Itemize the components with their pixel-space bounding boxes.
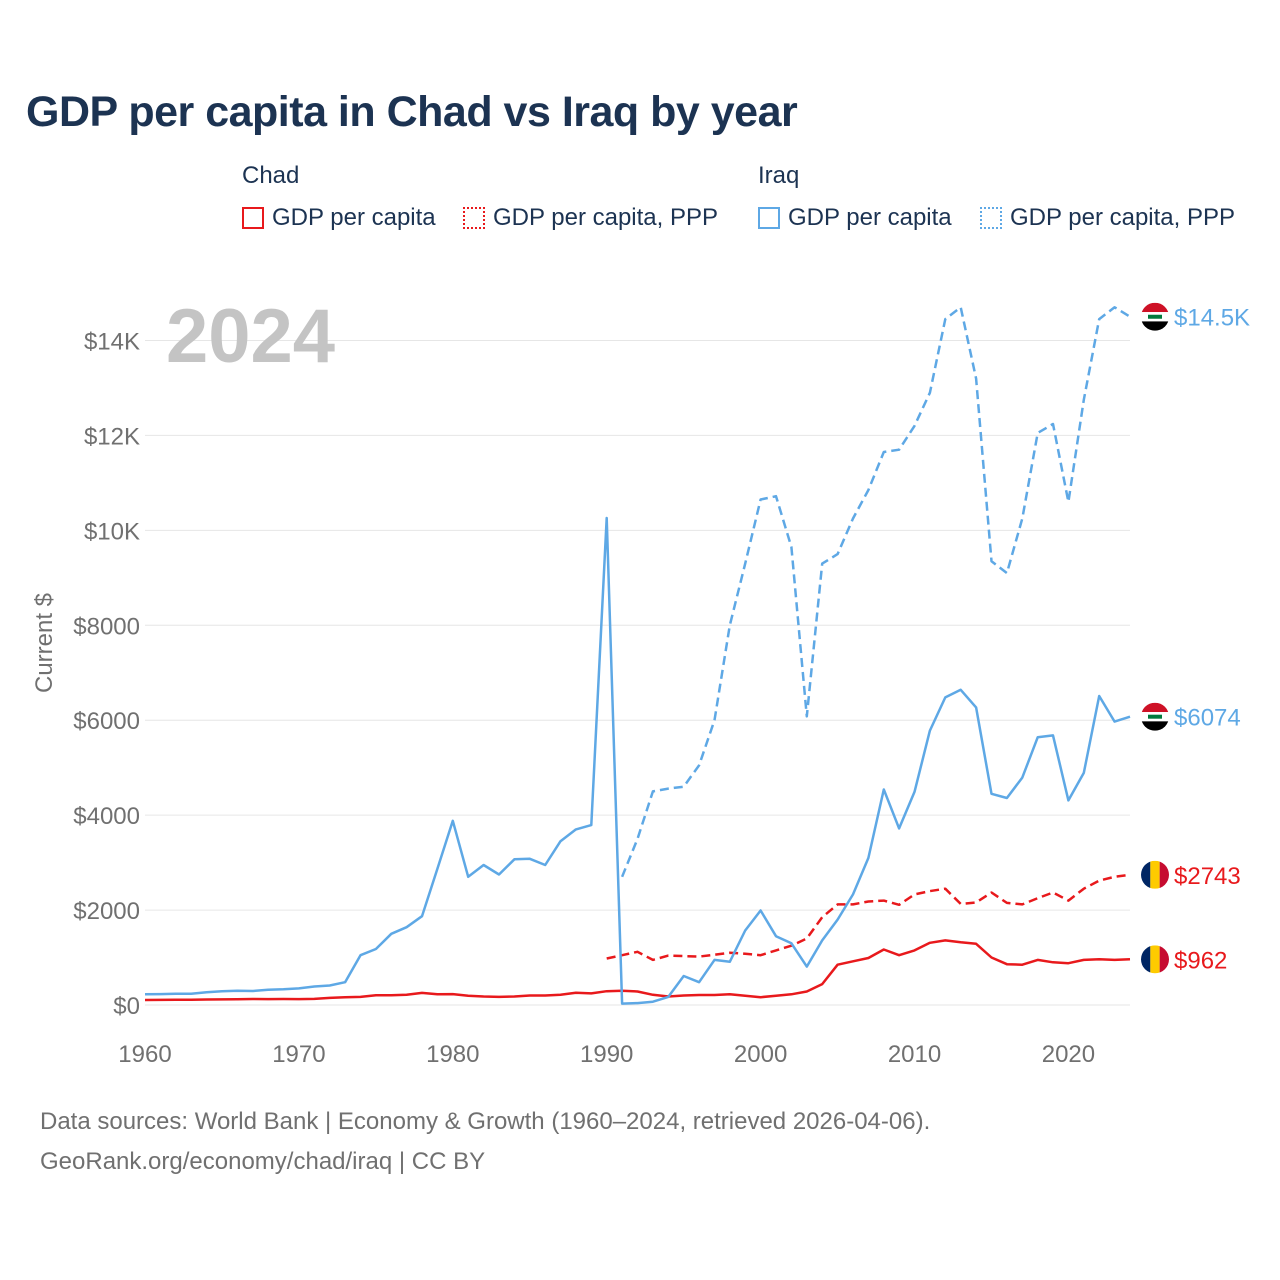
end-value-label: $6074 <box>1174 705 1241 732</box>
legend-item-label: GDP per capita <box>272 204 436 231</box>
x-tick-label: 1960 <box>118 1041 171 1068</box>
x-tick-label: 1990 <box>580 1041 633 1068</box>
end-value-label: $2743 <box>1174 863 1241 890</box>
series-end-labels: $962 $2743 $6074 $14.5K <box>1141 302 1250 974</box>
legend-swatch-solid-icon <box>242 207 264 229</box>
legend-item-chad-gdp-ppp[interactable]: GDP per capita, PPP <box>463 204 718 232</box>
legend-item-label: GDP per capita <box>788 204 952 231</box>
flag-stripes <box>1141 302 1169 331</box>
flag-emblem <box>1148 314 1162 319</box>
legend-swatch-solid-icon <box>758 207 780 229</box>
y-tick-label: $6000 <box>73 708 140 735</box>
chad-flag-icon <box>1141 860 1169 889</box>
flag-stripe <box>1141 945 1151 974</box>
x-axis: 1960 1970 1980 1990 2000 2010 2020 <box>118 1041 1095 1068</box>
flag-stripe <box>1141 302 1169 313</box>
flag-stripes <box>1141 945 1169 974</box>
flag-stripe <box>1141 321 1169 331</box>
legend-item-iraq-gdp-ppp[interactable]: GDP per capita, PPP <box>980 204 1235 232</box>
x-tick-label: 1970 <box>272 1041 325 1068</box>
y-tick-label: $10K <box>84 518 140 545</box>
series-lines <box>144 306 1131 1005</box>
y-tick-label: $4000 <box>73 803 140 830</box>
legend-swatch-dotted-icon <box>980 207 1002 229</box>
flag-stripe <box>1141 721 1169 731</box>
end-value-label: $962 <box>1174 947 1227 974</box>
x-tick-label: 2010 <box>888 1041 941 1068</box>
flag-stripe <box>1159 860 1169 889</box>
x-tick-label: 2000 <box>734 1041 787 1068</box>
legend-item-label: GDP per capita, PPP <box>1010 204 1235 231</box>
flag-stripe <box>1150 860 1160 889</box>
iraq-flag-icon <box>1141 302 1169 331</box>
source-line-1: Data sources: World Bank | Economy & Gro… <box>40 1108 931 1135</box>
legend-item-chad-gdp[interactable]: GDP per capita <box>242 204 436 232</box>
grid-lines <box>145 339 1130 1006</box>
legend-swatch-dotted-icon <box>463 207 485 229</box>
flag-stripe <box>1141 860 1151 889</box>
series-line-chad-solid <box>144 939 1131 1002</box>
end-value-label: $14.5K <box>1174 305 1250 332</box>
flag-stripe <box>1141 702 1169 713</box>
legend-item-label: GDP per capita, PPP <box>493 204 718 231</box>
y-axis: $0 $2000 $4000 $6000 $8000 $10K $12K $14K <box>73 328 140 1020</box>
flag-emblem <box>1148 714 1162 719</box>
legend-group-chad: Chad <box>242 162 300 189</box>
iraq-flag-icon <box>1141 702 1169 731</box>
year-watermark: 2024 <box>166 294 335 379</box>
chad-flag-icon <box>1141 945 1169 974</box>
chart-title: GDP per capita in Chad vs Iraq by year <box>26 88 798 136</box>
y-tick-label: $14K <box>84 328 140 355</box>
series-line-iraq-dashed <box>620 306 1131 878</box>
flag-stripes <box>1141 860 1169 889</box>
series-line-iraq-solid <box>144 516 1131 1005</box>
flag-stripes <box>1141 702 1169 731</box>
x-tick-label: 2020 <box>1042 1041 1095 1068</box>
legend-group-iraq: Iraq <box>758 162 800 189</box>
series-line-chad-dashed <box>606 873 1131 962</box>
flag-stripe <box>1150 945 1160 974</box>
y-tick-label: $8000 <box>73 613 140 640</box>
y-tick-label: $0 <box>113 993 140 1020</box>
x-tick-label: 1980 <box>426 1041 479 1068</box>
flag-stripe <box>1159 945 1169 974</box>
y-tick-label: $2000 <box>73 898 140 925</box>
source-line-2[interactable]: GeoRank.org/economy/chad/iraq | CC BY <box>40 1148 486 1175</box>
legend-item-iraq-gdp[interactable]: GDP per capita <box>758 204 952 232</box>
y-tick-label: $12K <box>84 423 140 450</box>
y-axis-title: Current $ <box>31 593 58 693</box>
